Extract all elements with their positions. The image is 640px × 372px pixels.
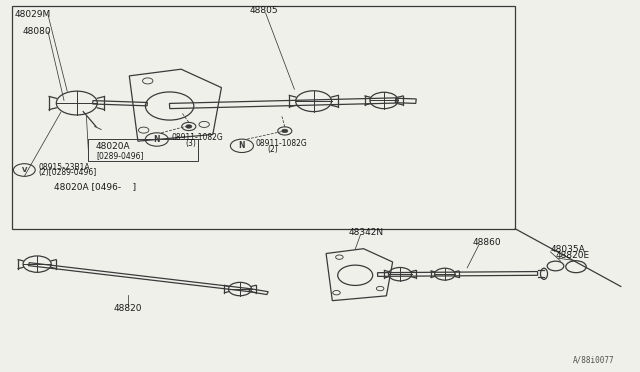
- Text: 48805: 48805: [250, 6, 278, 15]
- Text: 08911-1082G: 08911-1082G: [172, 133, 223, 142]
- Text: [0289-0496]: [0289-0496]: [96, 151, 143, 160]
- Text: 48080: 48080: [22, 27, 51, 36]
- Text: 48342N: 48342N: [349, 228, 384, 237]
- Text: N: N: [154, 135, 160, 144]
- Text: (2)[0289-0496]: (2)[0289-0496]: [38, 168, 97, 177]
- Text: 48860: 48860: [472, 238, 501, 247]
- Text: 48035A: 48035A: [550, 245, 585, 254]
- Text: 48820: 48820: [114, 304, 142, 313]
- Text: (3): (3): [186, 139, 196, 148]
- Text: 08911-1082G: 08911-1082G: [256, 139, 308, 148]
- Text: N: N: [239, 141, 245, 150]
- Text: A/88i0077: A/88i0077: [573, 356, 614, 365]
- Text: (2): (2): [268, 145, 278, 154]
- Text: 48820E: 48820E: [556, 251, 589, 260]
- Text: 08915-23B1A: 08915-23B1A: [38, 163, 90, 172]
- Text: 48020A: 48020A: [96, 142, 131, 151]
- Text: 48020A [0496-    ]: 48020A [0496- ]: [54, 182, 136, 191]
- Circle shape: [282, 129, 288, 133]
- Text: V: V: [22, 167, 27, 173]
- Circle shape: [186, 125, 192, 128]
- Text: 48029M: 48029M: [14, 10, 51, 19]
